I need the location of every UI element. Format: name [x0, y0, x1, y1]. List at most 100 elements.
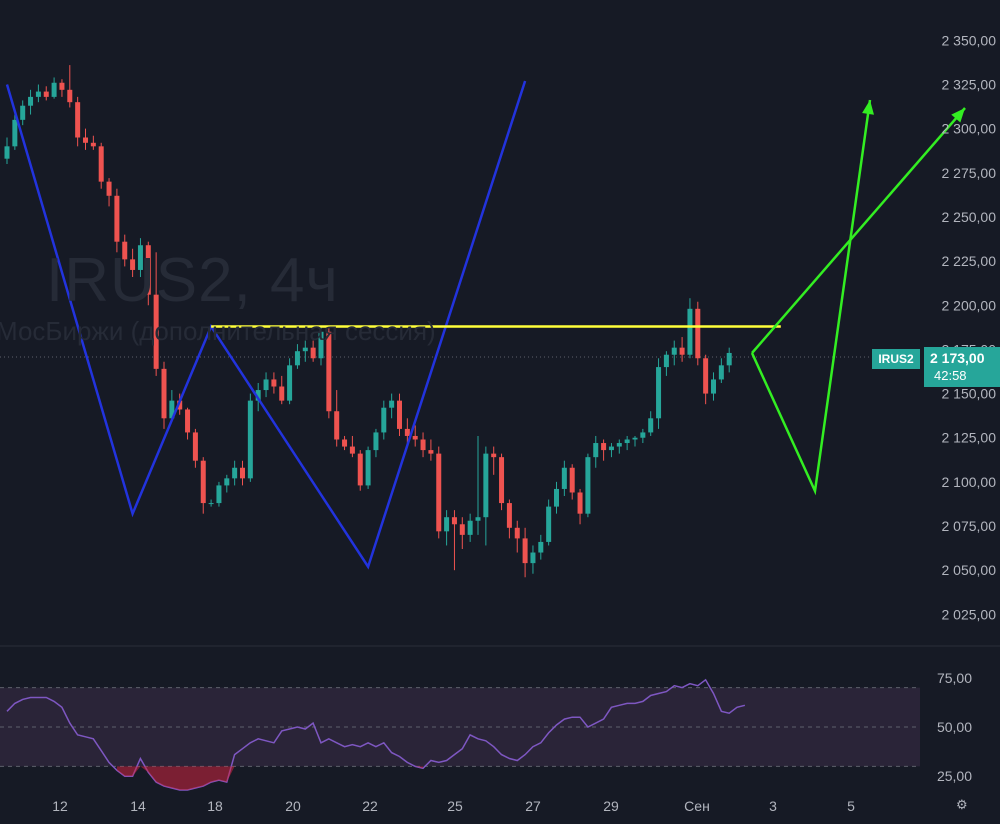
time-axis[interactable]: 12 14 18 20 22 25 27 29 Сен 3 5: [52, 798, 855, 814]
candle-body: [232, 467, 238, 479]
price-axis[interactable]: 2 025,00 2 050,00 2 075,00 2 100,00 2 125,00…: [942, 32, 997, 622]
candle-body: [145, 245, 151, 295]
green-projection-a-head: [862, 100, 874, 115]
price-tick-label: 2 100,00: [942, 474, 997, 490]
candle-body: [404, 428, 410, 436]
candle-body: [357, 453, 363, 486]
candle-body: [318, 331, 324, 359]
price-tick-label: 2 250,00: [942, 209, 997, 225]
candle-body: [412, 435, 418, 440]
candle-body: [51, 82, 57, 97]
time-tick-label: 18: [207, 798, 223, 814]
price-tick-label: 2 225,00: [942, 253, 997, 269]
candle-body: [4, 146, 10, 159]
candle-body: [601, 443, 607, 451]
candle-body: [695, 308, 701, 359]
candle-body: [711, 379, 716, 394]
candle-body: [381, 407, 387, 433]
candle-body: [608, 446, 614, 451]
candle-body: [491, 453, 497, 458]
price-tick-label: 2 125,00: [942, 430, 997, 446]
candle-body: [522, 538, 528, 564]
candle-body: [514, 527, 520, 539]
candle-body: [726, 352, 732, 366]
candle-body: [703, 358, 709, 394]
candle-body: [310, 347, 316, 359]
candle-body: [671, 347, 677, 355]
candle-body: [342, 439, 348, 447]
candle-body: [506, 503, 512, 528]
candle-body: [428, 450, 434, 454]
candle-body: [569, 467, 575, 493]
price-tick-label: 2 025,00: [942, 606, 997, 622]
candle-body: [546, 506, 552, 542]
candle-body: [530, 552, 536, 564]
candle-body: [177, 400, 183, 410]
time-tick-label: 29: [603, 798, 619, 814]
watermark-session: МосБиржи (дополнительная сессия): [0, 316, 436, 346]
price-tick-label: 2 200,00: [942, 297, 997, 313]
candle-body: [585, 457, 591, 514]
candle-body: [577, 492, 583, 514]
rsi-oversold-fill: [116, 766, 424, 790]
watermark-symbol: IRUS2, 4ч: [46, 246, 339, 315]
candle-body: [499, 457, 505, 504]
candle-body: [648, 418, 654, 433]
candle-body: [59, 82, 65, 90]
candle-body: [616, 443, 622, 447]
candle-body: [106, 181, 112, 196]
time-tick-label: 14: [130, 798, 146, 814]
candle-body: [28, 96, 34, 106]
green-projection-b-head: [951, 108, 965, 123]
candle-body: [538, 541, 544, 553]
candle-body: [334, 411, 340, 440]
candle-body: [451, 517, 457, 525]
candle-body: [271, 379, 277, 387]
candle-body: [656, 367, 662, 419]
candle-body: [240, 467, 245, 479]
candle-body: [444, 517, 450, 532]
symbol-tag: IRUS2: [872, 349, 920, 369]
price-tick-label: 2 275,00: [942, 165, 997, 181]
candle-body: [200, 460, 206, 504]
time-tick-label: 5: [847, 798, 855, 814]
rsi-tick-label: 75,00: [937, 670, 972, 686]
candlestick-series: [4, 65, 732, 578]
candle-body: [247, 400, 253, 479]
candle-body: [192, 432, 198, 461]
time-tick-label: Сен: [684, 798, 710, 814]
candle-body: [436, 453, 442, 532]
candle-body: [420, 439, 426, 451]
candle-body: [20, 105, 26, 120]
last-price: 2 173,00: [930, 350, 985, 366]
settings-icon[interactable]: ⚙: [956, 797, 968, 812]
candle-body: [349, 446, 355, 454]
candle-body: [90, 142, 96, 147]
candle-body: [208, 503, 214, 505]
candle-body: [130, 259, 136, 270]
candle-body: [216, 485, 222, 504]
candle-body: [185, 409, 191, 433]
candle-body: [98, 146, 104, 182]
candle-body: [153, 294, 159, 369]
candle-body: [255, 390, 261, 401]
candle-body: [161, 368, 167, 419]
green-projection-a: [750, 99, 872, 496]
candle-body: [122, 241, 128, 260]
candle-body: [554, 488, 559, 507]
trend-drawings[interactable]: [5, 80, 966, 570]
time-tick-label: 12: [52, 798, 68, 814]
candle-body: [718, 365, 724, 380]
candle-body: [593, 443, 599, 458]
candle-body: [483, 453, 489, 518]
bar-countdown: 42:58: [934, 368, 967, 383]
rsi-tick-label: 25,00: [937, 768, 972, 784]
green-projection-b: [751, 107, 966, 354]
time-tick-label: 27: [525, 798, 541, 814]
candle-body: [561, 467, 567, 489]
candle-body: [397, 400, 402, 429]
rsi-axis[interactable]: 25,00 50,00 75,00: [937, 670, 972, 784]
candle-body: [467, 520, 473, 535]
candle-body: [137, 245, 143, 270]
